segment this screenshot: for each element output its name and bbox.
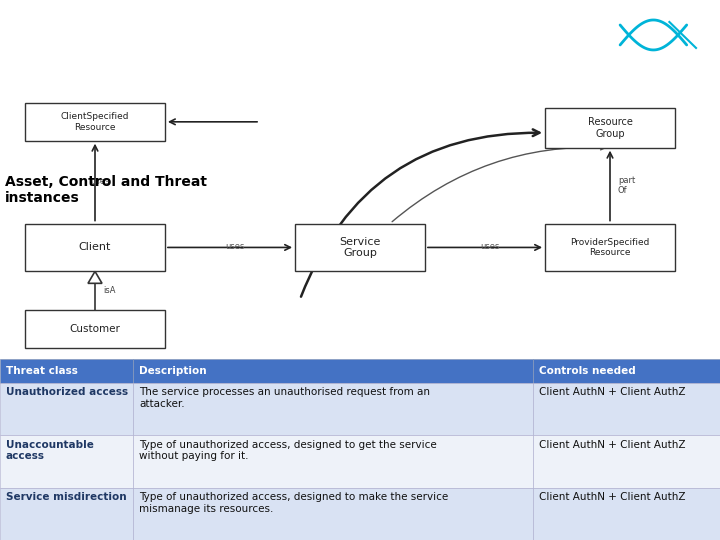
Text: Service misdirection: Service misdirection	[6, 492, 127, 502]
Bar	[25, 224, 165, 272]
Bar	[133, 359, 533, 383]
Text: Threat class: Threat class	[6, 366, 78, 376]
Polygon shape	[88, 272, 102, 284]
Text: Generic Systems Modelling Class –: Generic Systems Modelling Class –	[14, 22, 448, 42]
Text: uses: uses	[480, 242, 500, 252]
Bar	[133, 383, 533, 435]
Text: ProviderSpecified
Resource: ProviderSpecified Resource	[570, 238, 649, 257]
FancyArrowPatch shape	[170, 119, 257, 125]
Bar	[533, 488, 720, 540]
Text: Unaccountable
access: Unaccountable access	[6, 440, 94, 461]
Bar	[545, 224, 675, 272]
FancyArrowPatch shape	[392, 145, 606, 222]
Text: isA: isA	[103, 286, 115, 295]
Text: Client: Client	[78, 242, 111, 252]
Text: Client AuthN + Client AuthZ: Client AuthN + Client AuthZ	[539, 492, 685, 502]
FancyArrowPatch shape	[168, 245, 290, 250]
Text: uses: uses	[90, 177, 109, 186]
FancyArrowPatch shape	[607, 152, 613, 221]
Bar	[0, 383, 133, 435]
FancyArrowPatch shape	[301, 130, 539, 296]
Text: SERSCIS Core Ontology: SERSCIS Core Ontology	[14, 62, 307, 82]
Bar	[0, 359, 133, 383]
Text: Service
Group: Service Group	[339, 237, 381, 258]
Text: Type of unauthorized access, designed to make the service
mismanage its resource: Type of unauthorized access, designed to…	[139, 492, 449, 514]
Bar	[533, 435, 720, 488]
Text: uses: uses	[225, 242, 245, 252]
Bar	[0, 488, 133, 540]
Text: Asset, Control and Threat
instances: Asset, Control and Threat instances	[5, 174, 207, 205]
FancyArrowPatch shape	[92, 145, 98, 221]
Text: ClientSpecified
Resource: ClientSpecified Resource	[60, 112, 130, 132]
Bar	[133, 435, 533, 488]
Bar	[533, 383, 720, 435]
Text: Customer: Customer	[70, 324, 120, 334]
Text: The service processes an unauthorised request from an
attacker.: The service processes an unauthorised re…	[139, 387, 430, 409]
Bar	[0, 435, 133, 488]
Text: part
Of: part Of	[618, 176, 635, 195]
Bar	[133, 488, 533, 540]
Bar	[545, 108, 675, 148]
Text: Controls needed: Controls needed	[539, 366, 635, 376]
Bar	[533, 359, 720, 383]
Text: Description: Description	[139, 366, 207, 376]
Text: Type of unauthorized access, designed to get the service
without paying for it.: Type of unauthorized access, designed to…	[139, 440, 437, 461]
Text: Unauthorized access: Unauthorized access	[6, 387, 128, 397]
Text: Client AuthN + Client AuthZ: Client AuthN + Client AuthZ	[539, 440, 685, 450]
Bar	[295, 224, 425, 272]
Bar	[25, 310, 165, 348]
Text: Client AuthN + Client AuthZ: Client AuthN + Client AuthZ	[539, 387, 685, 397]
Bar	[25, 103, 165, 141]
FancyArrowPatch shape	[428, 245, 540, 250]
Text: Resource
Group: Resource Group	[588, 117, 632, 139]
Text: serscis: serscis	[621, 69, 685, 87]
